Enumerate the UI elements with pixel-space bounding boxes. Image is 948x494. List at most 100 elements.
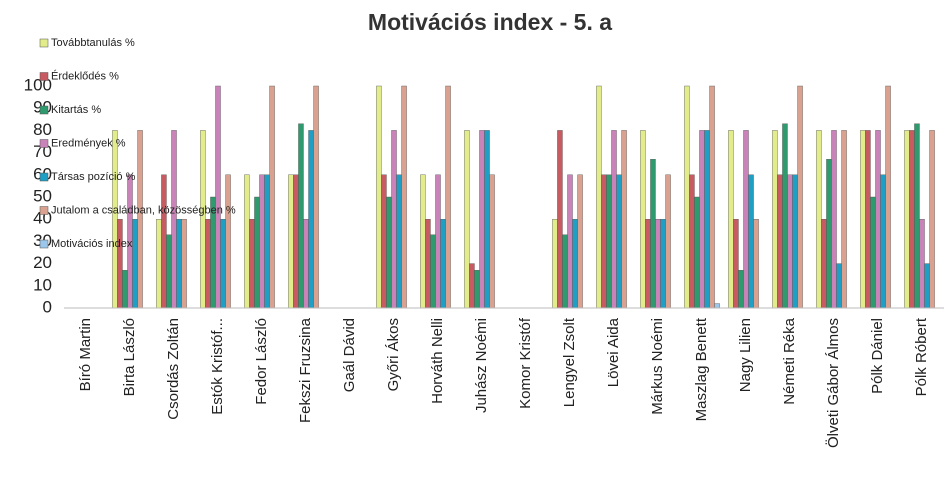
- legend-swatch: [39, 172, 49, 182]
- bar: [704, 130, 710, 309]
- bar: [699, 130, 705, 309]
- bar: [313, 85, 319, 309]
- x-tick-label: Győri Ákos: [385, 318, 402, 391]
- bar: [797, 85, 803, 309]
- bar: [782, 123, 788, 309]
- legend-label: Motivációs index: [51, 238, 133, 250]
- bar: [430, 234, 436, 309]
- bar: [753, 218, 759, 309]
- x-tick-label: Lengyel Zsolt: [561, 317, 578, 407]
- bar: [484, 130, 490, 309]
- legend-swatch: [39, 105, 49, 115]
- bar: [298, 123, 304, 309]
- bar: [601, 174, 607, 309]
- x-tick-label: Fedor László: [253, 318, 270, 405]
- legend-label: Jutalom a családban, közösségben %: [51, 204, 236, 216]
- bar: [841, 130, 847, 309]
- x-tick-label: Gaál Dávid: [341, 318, 358, 392]
- bar: [288, 174, 294, 309]
- legend-swatch: [39, 206, 49, 215]
- bar: [689, 174, 695, 309]
- bar: [733, 218, 739, 309]
- bar: [181, 218, 187, 309]
- bar: [445, 85, 451, 309]
- bar: [200, 130, 206, 309]
- bar: [728, 130, 734, 309]
- bar: [621, 130, 627, 309]
- bar: [919, 218, 925, 309]
- bar: [137, 130, 143, 309]
- bar: [684, 85, 690, 309]
- bar: [376, 85, 382, 309]
- x-tick-label: Csordás Zoltán: [165, 318, 182, 420]
- x-tick-label: Lövei Aida: [605, 317, 622, 387]
- bar: [777, 174, 783, 309]
- bar: [655, 218, 661, 309]
- bar: [259, 174, 265, 309]
- y-tick-label: 0: [43, 297, 52, 316]
- bar: [308, 130, 314, 309]
- y-tick-label: 80: [33, 120, 52, 139]
- bar: [401, 85, 407, 309]
- bar: [557, 130, 563, 309]
- bar: [391, 130, 397, 309]
- bar: [831, 130, 837, 309]
- x-tick-label: Birta László: [121, 318, 138, 396]
- bar: [254, 196, 260, 309]
- bar: [244, 174, 250, 309]
- bar: [269, 85, 275, 309]
- bar: [821, 218, 827, 309]
- bar: [924, 263, 930, 309]
- x-tick-label: Bíró Martin: [77, 318, 94, 391]
- bar: [464, 130, 470, 309]
- bar: [572, 218, 578, 309]
- legend-swatch: [39, 72, 49, 81]
- x-tick-label: Fekszi Fruzsina: [297, 317, 314, 423]
- x-tick-label: Pólk Róbert: [913, 317, 930, 396]
- bar: [567, 174, 573, 309]
- legend-label: Továbbtanulás %: [51, 37, 135, 49]
- bar: [249, 218, 255, 309]
- x-tick-label: Németi Réka: [781, 317, 798, 404]
- bar: [645, 218, 651, 309]
- bar: [166, 234, 172, 309]
- bar: [748, 174, 754, 309]
- y-tick-label: 50: [33, 186, 52, 205]
- bar: [606, 174, 612, 309]
- x-tick-label: Komor Kristóf: [517, 317, 534, 409]
- x-tick-label: Horváth Nelli: [429, 318, 446, 404]
- bar: [469, 263, 475, 309]
- bar: [914, 123, 920, 309]
- x-tick-label: Nagy Lilien: [737, 318, 754, 392]
- bar: [420, 174, 426, 309]
- bar: [660, 218, 666, 309]
- bar: [743, 130, 749, 309]
- x-tick-label: Pólk Dániel: [869, 318, 886, 394]
- x-tick-label: Juhász Noémi: [473, 318, 490, 413]
- legend-swatch: [39, 239, 49, 249]
- bar: [787, 174, 793, 309]
- chart-title: Motivációs index - 5. a: [368, 9, 612, 35]
- bar: [772, 130, 778, 309]
- bar: [176, 218, 182, 309]
- y-tick-label: 20: [33, 253, 52, 272]
- y-tick-label: 10: [33, 275, 52, 294]
- legend-swatch: [39, 38, 49, 48]
- bar: [904, 130, 910, 309]
- bar: [489, 174, 495, 309]
- bar: [870, 196, 876, 309]
- bar: [738, 270, 744, 309]
- legend-label: Társas pozíció %: [51, 171, 136, 183]
- bar: [435, 174, 441, 309]
- bar: [816, 130, 822, 309]
- bar: [665, 174, 671, 309]
- bar: [875, 130, 881, 309]
- bar: [709, 85, 715, 309]
- bar: [117, 218, 123, 309]
- legend-swatch: [39, 139, 49, 148]
- x-tick-label: Márkus Noémi: [649, 318, 666, 415]
- bar: [909, 130, 915, 309]
- bar: [714, 303, 720, 309]
- bar: [264, 174, 270, 309]
